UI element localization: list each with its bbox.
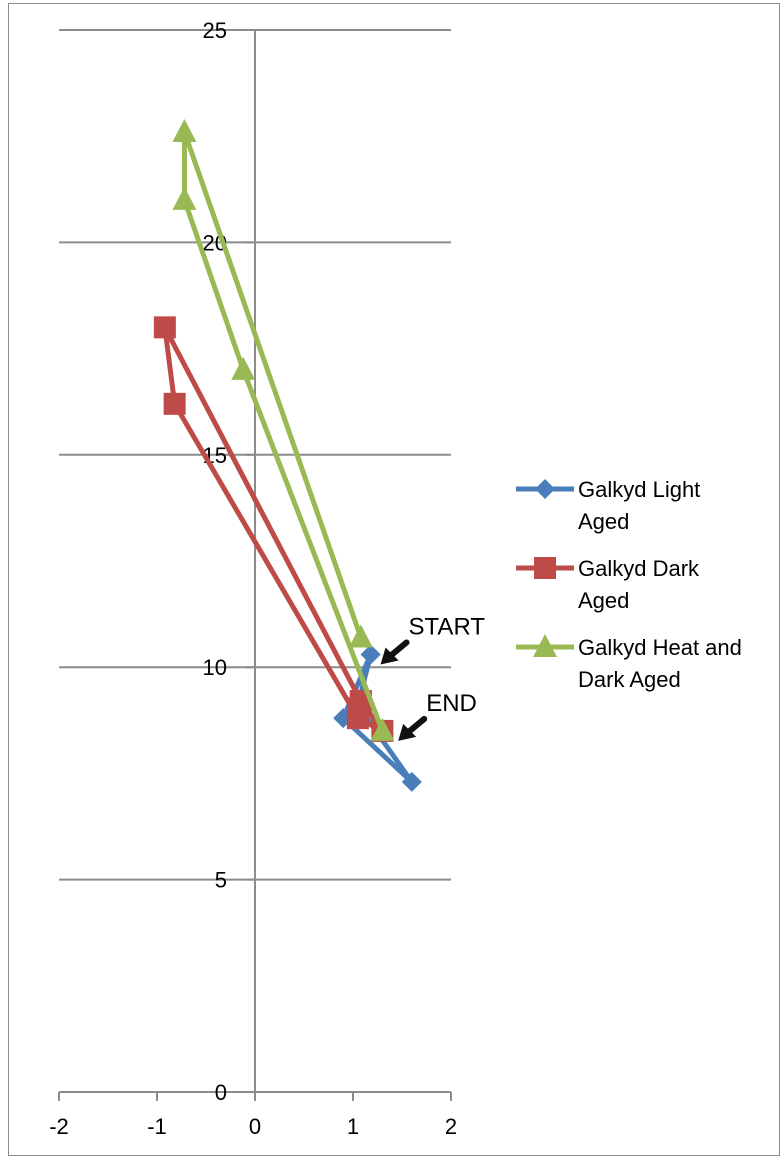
- annotation-arrow-head: [398, 723, 417, 741]
- legend-swatch-marker: [534, 557, 556, 579]
- series-3-point-3: [172, 186, 197, 210]
- x-tick-label-0: 0: [249, 1114, 261, 1139]
- series-1-point-3: [401, 771, 422, 792]
- legend: Galkyd Light Aged Galkyd Dark Aged Galkyd He…: [516, 477, 742, 692]
- annotation-label: END: [426, 690, 477, 717]
- series-3-point-5: [370, 717, 395, 741]
- y-tick-label-10: 10: [203, 655, 227, 680]
- series-2-point-2: [153, 316, 176, 339]
- legend-item-1: Galkyd Light Aged: [516, 477, 700, 534]
- axes: [58, 29, 452, 1101]
- x-tick-label-1: 1: [347, 1114, 359, 1139]
- legend-label-line: Aged: [578, 509, 629, 534]
- legend-item-2: Galkyd Dark Aged: [516, 556, 700, 613]
- annotation-label: START: [409, 613, 486, 640]
- legend-label-line: Galkyd Dark: [578, 556, 700, 581]
- x-tick-label--2: -2: [49, 1114, 69, 1139]
- legend-swatch-marker: [535, 479, 555, 499]
- legend-label-line: Galkyd Light: [578, 477, 700, 502]
- series-3-point-1: [348, 624, 373, 648]
- annotation-end: END: [398, 690, 477, 741]
- series-layer: [153, 118, 422, 792]
- chart-frame: [8, 3, 780, 1156]
- x-tick-labels: -2 -1 0 1 2: [49, 1114, 457, 1139]
- series-2-point-3: [163, 392, 186, 415]
- legend-swatch-marker: [533, 634, 557, 657]
- x-tick-label-2: 2: [445, 1114, 457, 1139]
- y-tick-label-25: 25: [203, 18, 227, 43]
- annotation-start: START: [380, 613, 486, 665]
- annotation-arrow-head: [380, 647, 399, 665]
- series-2-point-4: [346, 707, 369, 730]
- legend-label-line: Galkyd Heat and: [578, 635, 742, 660]
- y-tick-label-5: 5: [215, 868, 227, 893]
- annotations: START END: [380, 613, 486, 741]
- legend-label-line: Aged: [578, 588, 629, 613]
- legend-item-3: Galkyd Heat and Dark Aged: [516, 634, 742, 692]
- legend-label-line: Dark Aged: [578, 667, 681, 692]
- series-3-point-4: [231, 356, 256, 380]
- x-tick-label--1: -1: [147, 1114, 167, 1139]
- series-3-point-2: [172, 118, 197, 142]
- y-tick-label-0: 0: [215, 1080, 227, 1105]
- series-1-point-5: [360, 644, 381, 665]
- series-3: [172, 118, 395, 741]
